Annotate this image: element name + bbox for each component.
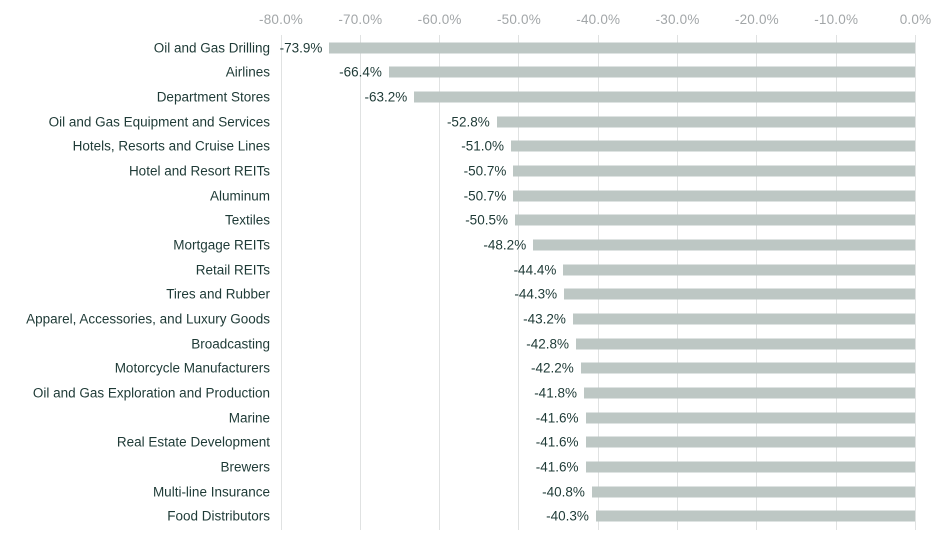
x-gridline	[677, 35, 679, 530]
value-label: -41.6%	[535, 459, 579, 475]
category-label: Food Distributors	[167, 508, 270, 524]
category-label: Oil and Gas Drilling	[153, 40, 270, 55]
x-gridline	[359, 35, 361, 530]
x-axis-tick-label: 0.0%	[899, 12, 932, 27]
bar	[513, 165, 916, 177]
value-label: -41.6%	[535, 410, 579, 426]
category-label: Real Estate Development	[116, 434, 270, 450]
category-label: Marine	[228, 410, 270, 426]
value-label: -40.3%	[546, 508, 589, 524]
category-label: Apparel, Accessories, and Luxury Goods	[26, 311, 270, 327]
bar	[533, 239, 916, 251]
category-label: Textiles	[224, 212, 270, 228]
category-label: Retail REITs	[195, 262, 270, 278]
x-axis-tick-label: -30.0%	[655, 12, 700, 27]
category-label: Oil and Gas Equipment and Services	[48, 114, 270, 130]
value-label: -41.6%	[535, 434, 579, 450]
x-gridline	[597, 35, 599, 530]
bar	[329, 42, 916, 53]
category-label: Oil and Gas Exploration and Production	[32, 385, 270, 401]
value-label: -66.4%	[339, 64, 382, 80]
bar	[564, 288, 916, 300]
bar	[414, 91, 916, 103]
category-label: Airlines	[225, 64, 270, 80]
value-label: -44.3%	[514, 286, 558, 302]
value-label: -51.0%	[461, 138, 504, 154]
bar	[388, 66, 916, 78]
value-label: -44.4%	[513, 262, 557, 278]
category-label: Mortgage REITs	[173, 237, 270, 253]
x-gridline	[915, 35, 916, 530]
x-axis-tick-label: -40.0%	[576, 12, 621, 27]
x-axis-tick-label: -70.0%	[338, 12, 383, 27]
value-label: -48.2%	[483, 237, 527, 253]
bar	[585, 412, 916, 424]
category-label: Hotels, Resorts and Cruise Lines	[72, 138, 270, 154]
x-axis-tick-label: -10.0%	[814, 12, 859, 27]
value-label: -52.8%	[446, 114, 490, 130]
value-label: -41.8%	[534, 385, 577, 401]
category-label: Motorcycle Manufacturers	[114, 360, 270, 376]
value-label: -40.8%	[542, 484, 585, 500]
x-gridline	[518, 35, 520, 530]
category-label: Aluminum	[209, 188, 270, 204]
bar	[580, 362, 916, 374]
bar	[583, 387, 916, 399]
value-label: -63.2%	[364, 89, 408, 105]
bar	[572, 313, 916, 325]
category-label: Brewers	[220, 459, 270, 475]
value-label: -50.5%	[465, 212, 508, 228]
value-label: -42.8%	[526, 336, 570, 352]
x-gridline	[280, 35, 282, 530]
value-label: -50.7%	[463, 188, 507, 204]
value-label: -43.2%	[523, 311, 566, 327]
bar	[595, 510, 916, 522]
value-label: -50.7%	[463, 163, 507, 179]
bar	[513, 190, 916, 202]
category-label: Broadcasting	[191, 336, 270, 352]
bar	[585, 461, 916, 473]
category-label: Multi-line Insurance	[152, 484, 270, 500]
x-axis-tick-label: -80.0%	[259, 12, 303, 27]
category-label: Hotel and Resort REITs	[128, 163, 270, 179]
value-label: -42.2%	[531, 360, 574, 376]
x-axis-tick-label: -50.0%	[496, 12, 541, 27]
bar	[496, 116, 916, 128]
bar	[585, 436, 916, 448]
x-axis-tick-label: -60.0%	[417, 12, 462, 27]
bar	[591, 486, 916, 498]
category-label: Department Stores	[156, 89, 270, 105]
bar	[514, 214, 916, 226]
bar	[576, 338, 916, 350]
x-axis-tick-label: -20.0%	[734, 12, 779, 27]
x-gridline	[835, 35, 837, 530]
bar	[563, 264, 916, 276]
x-gridline	[439, 35, 441, 530]
x-gridline	[756, 35, 758, 530]
value-label: -73.9%	[279, 40, 323, 55]
category-label: Tires and Rubber	[166, 286, 270, 302]
bar	[511, 140, 916, 152]
